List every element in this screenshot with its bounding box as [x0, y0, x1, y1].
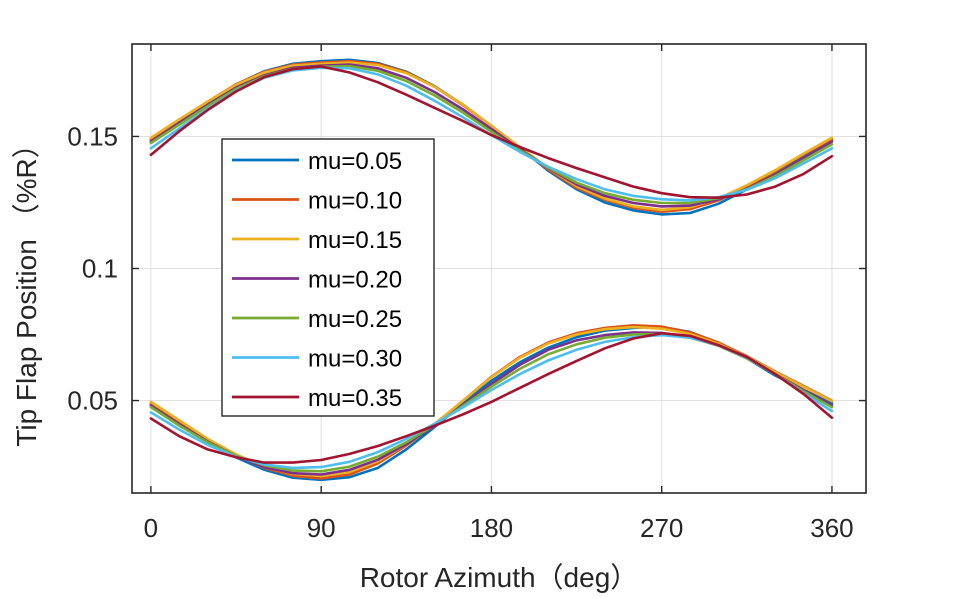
legend-label: mu=0.25	[308, 306, 402, 333]
legend-label: mu=0.30	[308, 346, 402, 373]
series-line-mu-0-35-lower	[149, 331, 834, 464]
series-lines	[149, 58, 834, 482]
legend-label: mu=0.20	[308, 267, 402, 294]
legend-label: mu=0.05	[308, 148, 402, 175]
y-tick-label: 0.1	[82, 254, 118, 284]
legend-label: mu=0.15	[308, 227, 402, 254]
x-tick-label: 0	[144, 513, 158, 543]
y-tick-label: 0.15	[67, 121, 118, 151]
x-tick-label: 360	[810, 513, 853, 543]
legend-label: mu=0.35	[308, 385, 402, 412]
legend: mu=0.05 mu=0.10 mu=0.15 mu=0.20 mu=0.25 mu=0.…	[221, 138, 435, 417]
y-tick-label: 0.05	[67, 386, 118, 416]
x-tick-label: 270	[640, 513, 683, 543]
series-line-mu-0-35-upper	[149, 65, 834, 199]
axis-ticks: 0 90 180 270 360 0.05 0.1 0.15	[67, 44, 866, 543]
y-axis-label: Tip Flap Position （%R）	[11, 130, 42, 446]
x-tick-label: 90	[307, 513, 336, 543]
x-tick-label: 180	[470, 513, 513, 543]
x-axis-label: Rotor Azimuth（deg）	[360, 562, 639, 593]
legend-label: mu=0.10	[308, 188, 402, 215]
